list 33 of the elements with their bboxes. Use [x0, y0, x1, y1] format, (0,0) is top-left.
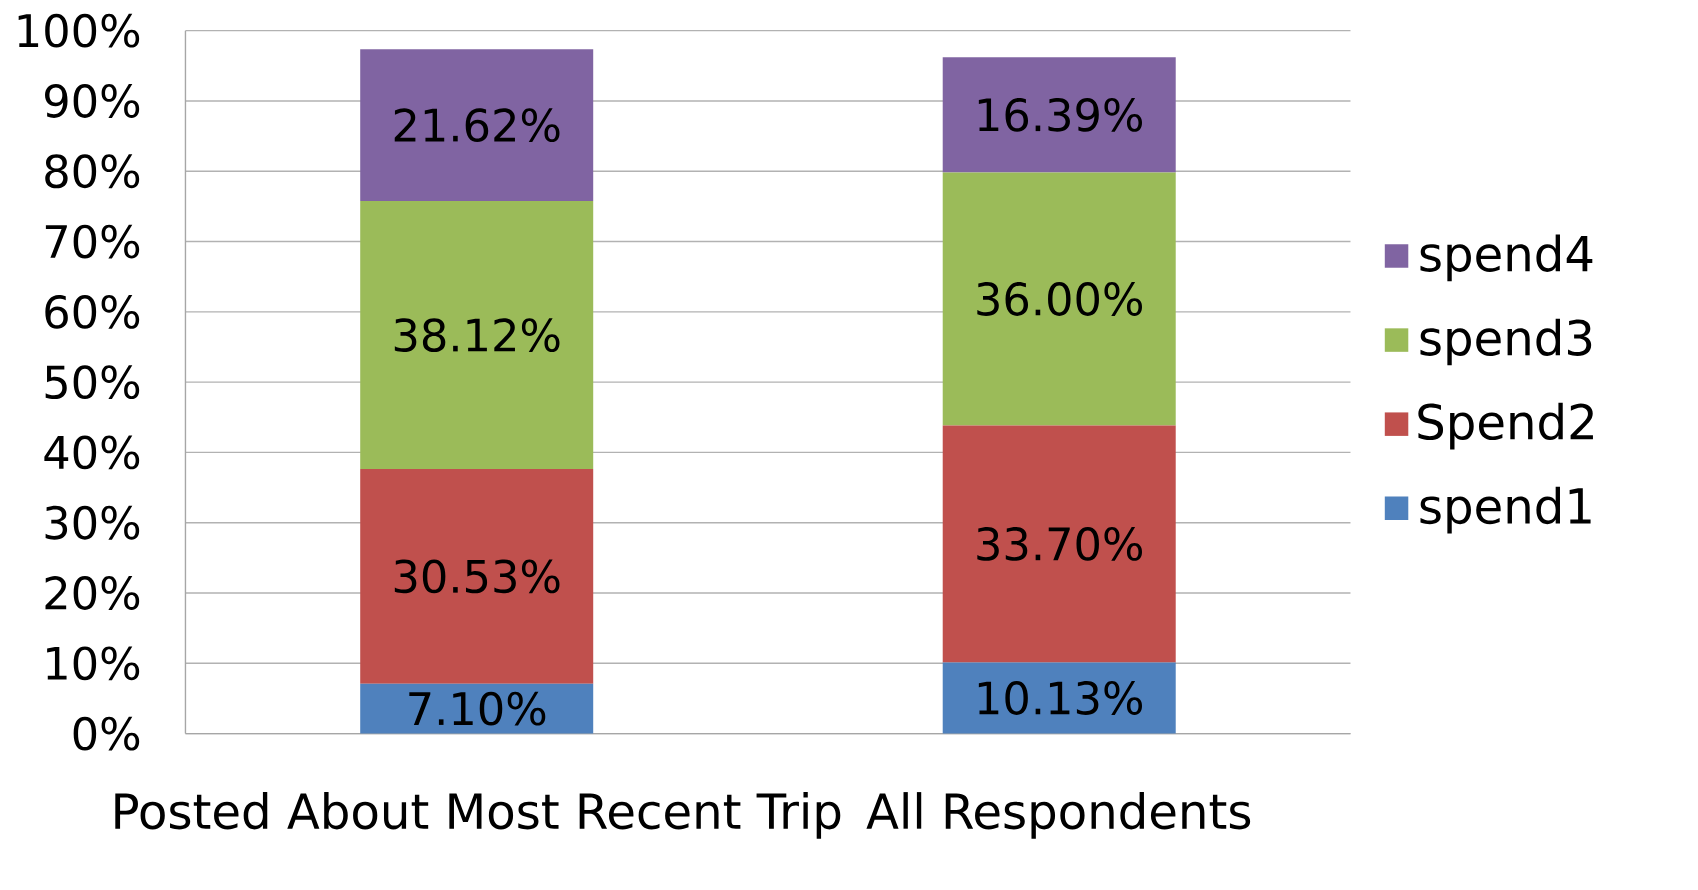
y-tick-label: 100% [18, 13, 140, 48]
legend-label: Spend2 [1418, 402, 1593, 450]
y-tick-label: 80% [45, 154, 140, 189]
y-tick-label: 50% [45, 365, 140, 399]
data-label: 36.00% [977, 281, 1142, 316]
data-label: 33.70% [977, 526, 1142, 561]
y-tick-label: 90% [45, 83, 140, 118]
bar [942, 172, 1176, 426]
bar [942, 57, 1176, 173]
bar [360, 468, 594, 684]
data-label: 38.12% [394, 318, 560, 352]
y-tick-label: 60% [45, 294, 140, 329]
y-tick-label: 10% [47, 646, 140, 681]
data-label: 10.13% [978, 680, 1142, 715]
legend-label: spend3 [1420, 318, 1592, 366]
data-label: 21.62% [394, 108, 560, 142]
legend-label: spend1 [1420, 486, 1591, 534]
y-tick-label: 0% [73, 716, 140, 751]
bar [942, 662, 1176, 734]
data-label: 16.39% [978, 97, 1142, 132]
legend-label: spend4 [1420, 234, 1593, 282]
y-tick-label: 30% [45, 505, 140, 540]
data-label: 7.10% [409, 691, 546, 726]
data-label: 30.53% [394, 559, 560, 594]
bar [360, 49, 594, 202]
y-tick-label: 70% [45, 224, 140, 259]
x-tick-label: Posted About Most Recent Trip [115, 791, 841, 839]
y-tick-label: 20% [45, 575, 140, 610]
bar [942, 425, 1176, 663]
bar [360, 683, 594, 734]
bar [360, 201, 594, 469]
x-tick-label: All Respondents [866, 791, 1251, 839]
y-tick-label: 40% [44, 435, 140, 470]
